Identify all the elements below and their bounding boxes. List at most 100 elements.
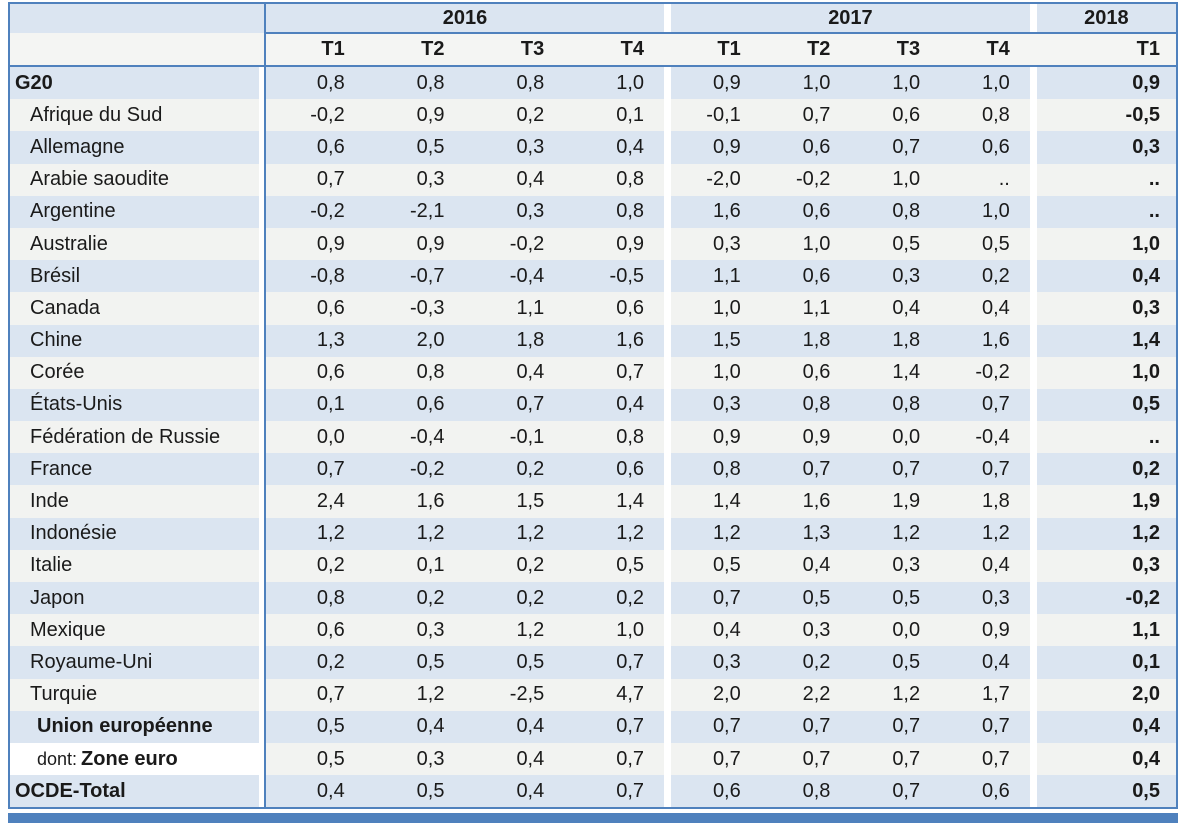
value-cell: 0,4 — [940, 292, 1030, 325]
label-gap — [258, 260, 266, 293]
label-gap — [258, 453, 266, 486]
value-cell: 0,6 — [264, 131, 365, 164]
value-cell: 1,2 — [1036, 517, 1177, 550]
value-cell: 1,6 — [940, 324, 1030, 357]
value-cell: 0,6 — [760, 260, 851, 293]
value-cell: 0,9 — [364, 227, 465, 261]
row-label: Brésil — [9, 260, 259, 293]
value-cell: 0,7 — [264, 453, 365, 486]
value-cell: 1,2 — [850, 517, 941, 550]
year-block-separator — [664, 742, 672, 776]
year-block-separator — [1029, 710, 1037, 743]
value-cell: -0,1 — [464, 421, 565, 454]
value-cell: 1,1 — [671, 260, 761, 293]
value-cell: 1,2 — [264, 517, 365, 550]
value-cell: 1,2 — [850, 678, 941, 711]
value-cell: 0,5 — [1036, 388, 1177, 422]
value-cell: 1,2 — [464, 614, 565, 647]
row-label: France — [9, 453, 259, 486]
year-block-separator — [664, 260, 672, 293]
value-cell: 1,7 — [940, 678, 1030, 711]
table-row: États-Unis 0,1 0,6 0,7 0,4 0,3 0,8 0,8 0,7 0,5 — [9, 388, 1177, 422]
value-cell: 0,6 — [760, 131, 851, 164]
value-cell: .. — [1036, 421, 1177, 454]
value-cell: 1,1 — [464, 292, 565, 325]
quarter-header: T1 — [264, 33, 365, 67]
corner-cell — [9, 3, 266, 33]
value-cell: 1,6 — [364, 485, 465, 518]
value-cell: 0,9 — [264, 227, 365, 261]
table-row: Inde 2,4 1,6 1,5 1,4 1,4 1,6 1,9 1,8 1,9 — [9, 485, 1177, 518]
value-cell: 2,0 — [1036, 678, 1177, 711]
year-block-separator — [664, 549, 672, 582]
year-block-separator — [664, 356, 672, 389]
value-cell: 1,0 — [564, 66, 665, 100]
quarter-header-row: T1 T2 T3 T4 T1 T2 T3 T4 T1 — [9, 33, 1177, 67]
value-cell: -0,7 — [364, 260, 465, 293]
label-gap — [258, 324, 266, 357]
year-block-separator — [1029, 678, 1037, 711]
value-cell: 1,0 — [671, 356, 761, 389]
year-block-separator — [1029, 485, 1037, 518]
year-block-separator — [664, 131, 672, 164]
value-cell: 0,7 — [564, 742, 665, 776]
table-row: Italie 0,2 0,1 0,2 0,5 0,5 0,4 0,3 0,4 0,3 — [9, 549, 1177, 582]
value-cell: 0,7 — [850, 131, 941, 164]
value-cell: 1,0 — [760, 227, 851, 261]
row-label: G20 — [9, 66, 259, 100]
value-cell: 0,9 — [1036, 66, 1177, 100]
table-row: Chine 1,3 2,0 1,8 1,6 1,5 1,8 1,8 1,6 1,4 — [9, 324, 1177, 357]
value-cell: 1,9 — [850, 485, 941, 518]
value-cell: 0,6 — [364, 388, 465, 422]
value-cell: 0,3 — [364, 742, 465, 776]
value-cell: 0,6 — [671, 775, 761, 809]
value-cell: 1,2 — [671, 517, 761, 550]
row-label: Afrique du Sud — [9, 99, 259, 132]
year-separator — [664, 3, 672, 34]
value-cell: 0,1 — [264, 388, 365, 422]
row-label: Inde — [9, 485, 259, 518]
label-gap — [258, 388, 266, 422]
value-cell: 0,3 — [364, 163, 465, 196]
year-block-separator — [1029, 742, 1037, 776]
value-cell: 0,5 — [364, 646, 465, 679]
value-cell: 1,8 — [940, 485, 1030, 518]
year-block-separator — [664, 388, 672, 422]
table-row: Indonésie 1,2 1,2 1,2 1,2 1,2 1,3 1,2 1,2 1,2 — [9, 517, 1177, 550]
value-cell: 0,4 — [1036, 710, 1177, 743]
value-cell: 0,0 — [264, 421, 365, 454]
table-header: 2016 2017 2018 T1 T2 T3 T4 T1 T2 T3 T4 T… — [9, 3, 1177, 67]
value-cell: 0,8 — [264, 66, 365, 100]
value-cell: -0,2 — [760, 163, 851, 196]
value-cell: 1,0 — [1036, 227, 1177, 261]
value-cell: 0,9 — [364, 99, 465, 132]
value-cell: 0,3 — [1036, 549, 1177, 582]
value-cell: 0,8 — [564, 421, 665, 454]
label-gap — [258, 678, 266, 711]
value-cell: -0,4 — [464, 260, 565, 293]
value-cell: 0,9 — [564, 227, 665, 261]
label-gap — [258, 775, 266, 809]
quarter-header: T2 — [364, 33, 465, 67]
row-label: Japon — [9, 582, 259, 615]
value-cell: 0,4 — [850, 292, 941, 325]
label-gap — [258, 66, 266, 100]
table-row: OCDE-Total 0,4 0,5 0,4 0,7 0,6 0,8 0,7 0,6 0,5 — [9, 775, 1177, 809]
value-cell: 2,0 — [671, 678, 761, 711]
year-block-separator — [664, 453, 672, 486]
label-gap — [258, 582, 266, 615]
table-row: Fédération de Russie 0,0 -0,4 -0,1 0,8 0,9 0,9… — [9, 421, 1177, 454]
value-cell: 0,3 — [671, 388, 761, 422]
label-gap — [258, 99, 266, 132]
value-cell: 1,0 — [760, 66, 851, 100]
quarter-header: T1 — [1036, 33, 1177, 67]
value-cell: 0,4 — [464, 742, 565, 776]
value-cell: 0,6 — [264, 356, 365, 389]
table-row: Argentine -0,2 -2,1 0,3 0,8 1,6 0,6 0,8 1,0.. — [9, 195, 1177, 228]
table-row: Japon 0,8 0,2 0,2 0,2 0,7 0,5 0,5 0,3 -0,2 — [9, 582, 1177, 615]
value-cell: 1,2 — [940, 517, 1030, 550]
value-cell: 0,5 — [464, 646, 565, 679]
year-block-separator — [1029, 99, 1037, 132]
value-cell: 1,1 — [1036, 614, 1177, 647]
label-gap — [258, 227, 266, 261]
